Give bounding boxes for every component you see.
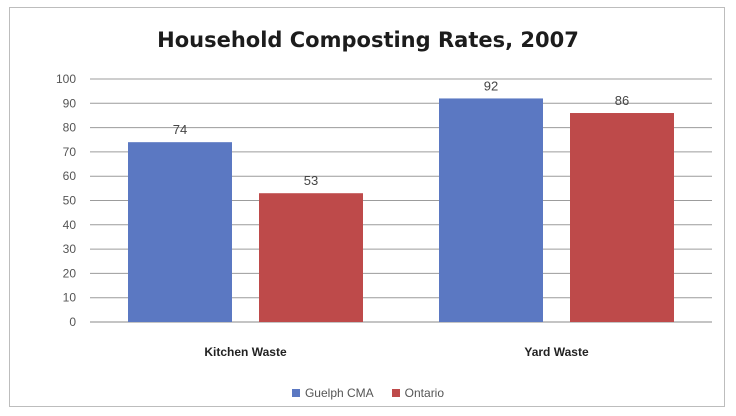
- y-tick-label: 20: [63, 266, 77, 280]
- chart-title: Household Composting Rates, 2007: [157, 28, 579, 52]
- y-tick-label: 70: [63, 145, 77, 159]
- legend-swatch: [291, 389, 300, 397]
- y-tick-label: 40: [63, 218, 77, 232]
- data-label: 86: [615, 93, 629, 108]
- bar-yard-waste-ontario: [570, 113, 674, 323]
- legend-swatch: [391, 389, 400, 397]
- legend-label: Ontario: [404, 386, 445, 400]
- data-labels: 74 53 92 86: [173, 78, 629, 188]
- legend-label: Guelph CMA: [304, 386, 374, 400]
- data-label: 53: [304, 173, 318, 188]
- y-tick-label: 60: [63, 169, 77, 183]
- y-tick-label: 50: [63, 194, 77, 208]
- y-axis-ticks: 0 10 20 30 40 50 60 70 80 90 100: [56, 72, 76, 329]
- legend-item: Ontario: [391, 386, 445, 400]
- y-tick-label: 10: [63, 291, 77, 305]
- y-tick-label: 30: [63, 242, 77, 256]
- data-label: 74: [173, 122, 187, 137]
- data-label: 92: [484, 78, 498, 93]
- y-tick-label: 100: [56, 72, 76, 86]
- y-tick-label: 0: [69, 315, 76, 329]
- legend-item: Guelph CMA: [291, 386, 374, 400]
- bar-kitchen-waste-ontario: [259, 193, 363, 322]
- legend: Guelph CMA Ontario: [0, 386, 736, 400]
- x-category-label: Kitchen Waste: [204, 345, 287, 359]
- y-tick-label: 80: [63, 121, 77, 135]
- y-tick-label: 90: [63, 96, 77, 110]
- bars: [128, 98, 674, 323]
- bar-kitchen-waste-guelph-cma: [128, 142, 232, 322]
- bar-yard-waste-guelph-cma: [439, 98, 543, 322]
- x-category-label: Yard Waste: [524, 345, 589, 359]
- x-axis-categories: Kitchen Waste Yard Waste: [204, 345, 589, 359]
